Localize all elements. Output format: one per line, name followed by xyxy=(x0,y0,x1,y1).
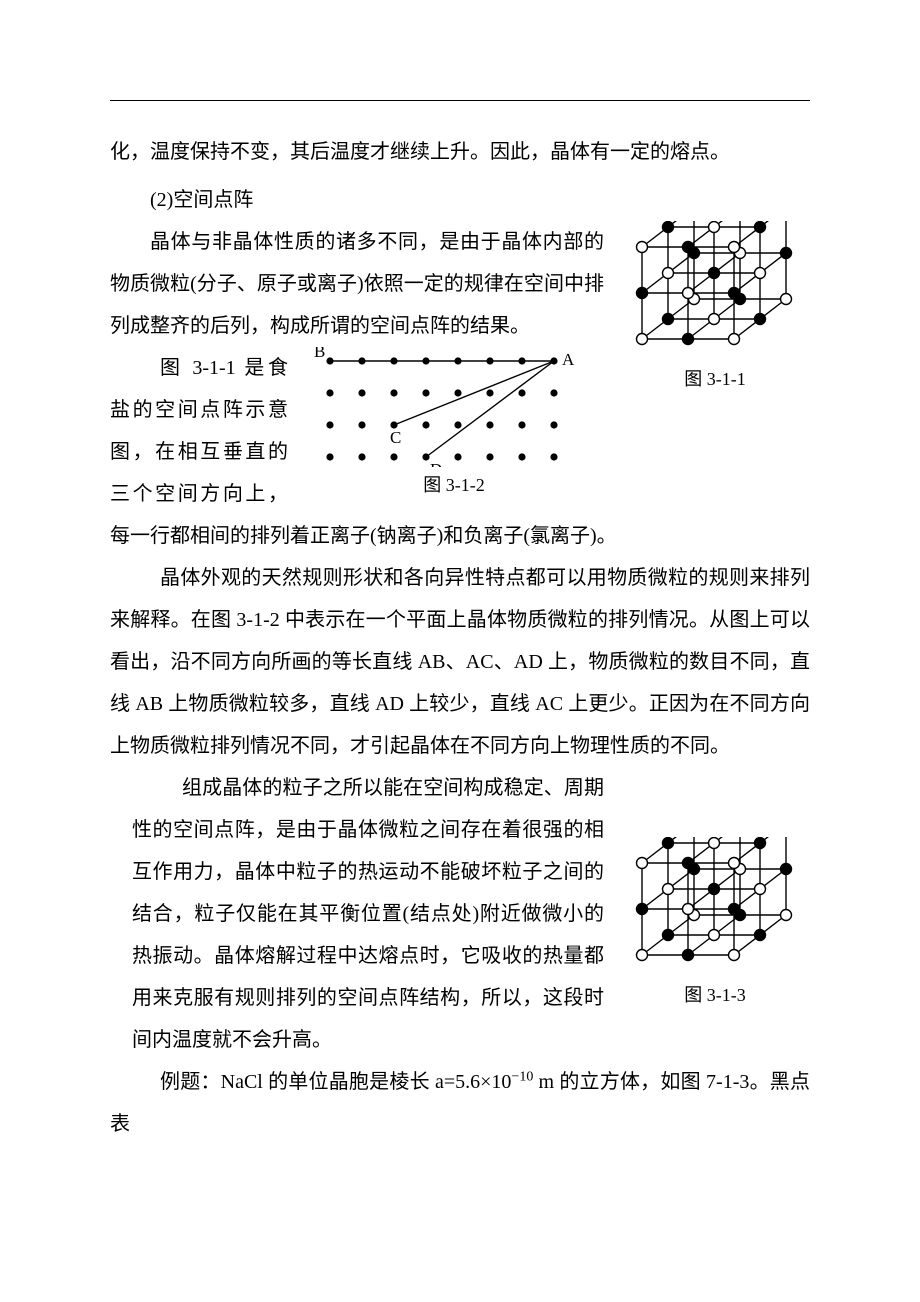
para-7: 例题：NaCl 的单位晶胞是棱长 a=5.6×10−10 m 的立方体，如图 7… xyxy=(110,1061,810,1145)
block-fig313: 图 3-1-3 组成晶体的粒子之所以能在空间构成稳定、周期性的空间点阵，是由于晶… xyxy=(110,767,810,1061)
para-1: 化，温度保持不变，其后温度才继续上升。因此，晶体有一定的熔点。 xyxy=(110,131,810,173)
para-5: 晶体外观的天然规则形状和各向异性特点都可以用物质微粒的规则来排列来解释。在图 3… xyxy=(110,557,810,767)
para-2: (2)空间点阵 xyxy=(110,179,810,221)
figure-3-1-2: A B C D 图 3-1-2 xyxy=(304,347,604,497)
page: 化，温度保持不变，其后温度才继续上升。因此，晶体有一定的熔点。 (2)空间点阵 … xyxy=(0,0,920,1205)
svg-text:C: C xyxy=(390,428,401,447)
para-7-prefix: 例题：NaCl 的单位晶胞是棱长 a=5.6×10 xyxy=(160,1071,511,1093)
svg-text:A: A xyxy=(562,350,575,369)
block-fig312: ABCD 图 3-1-2 图 3-1-1 是食盐的空间点阵示意图，在相互垂直的三… xyxy=(110,347,810,557)
figure-3-1-3-caption: 图 3-1-3 xyxy=(620,981,810,1007)
planar-lattice-diagram: A B C D xyxy=(304,347,604,467)
top-rule xyxy=(110,100,810,101)
svg-text:B: B xyxy=(314,347,325,361)
cube-lattice-diagram-2 xyxy=(620,837,800,977)
figure-3-1-3: 图 3-1-3 xyxy=(620,837,810,1007)
cube-lattice-diagram xyxy=(620,221,800,361)
block-fig311: 图 3-1-1 晶体与非晶体性质的诸多不同，是由于晶体内部的物质微粒(分子、原子… xyxy=(110,221,810,347)
figure-3-1-2-caption: 图 3-1-2 xyxy=(304,471,604,497)
para-7-exponent: −10 xyxy=(511,1069,533,1084)
svg-text:D: D xyxy=(430,460,442,467)
